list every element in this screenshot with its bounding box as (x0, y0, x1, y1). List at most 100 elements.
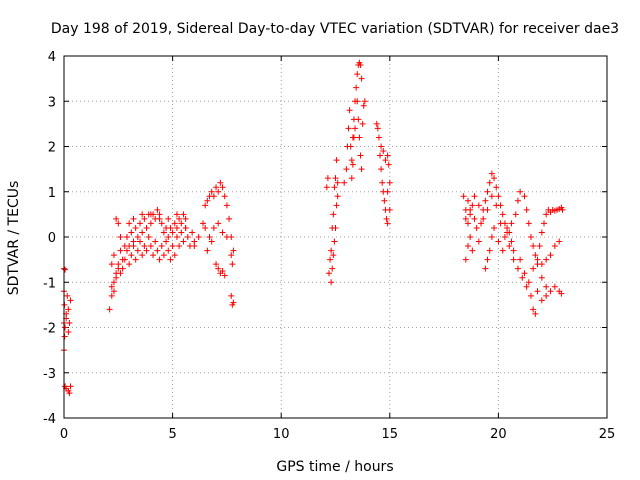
data-point (180, 238, 187, 245)
data-point (543, 256, 550, 263)
y-tick-label: 1 (48, 186, 56, 201)
grid-lines (64, 56, 607, 418)
data-point (373, 120, 380, 127)
data-point (379, 179, 386, 186)
data-point (510, 247, 517, 254)
data-point (66, 319, 73, 326)
plot-frame (63, 55, 608, 419)
data-point (471, 193, 478, 200)
data-point (176, 243, 183, 250)
data-point (178, 220, 185, 227)
data-point (176, 215, 183, 222)
data-point (330, 211, 337, 218)
data-point (378, 166, 385, 173)
data-point (139, 229, 146, 236)
data-point (200, 220, 207, 227)
data-point (195, 234, 202, 240)
data-point (541, 220, 548, 227)
data-point (352, 125, 359, 132)
data-point (165, 215, 172, 222)
data-point (178, 229, 185, 236)
data-point (121, 256, 128, 263)
y-tick-label: -2 (43, 322, 56, 337)
data-point (191, 243, 198, 250)
data-point (499, 211, 506, 218)
data-point (350, 134, 357, 141)
data-point (488, 170, 495, 177)
data-point (334, 193, 341, 200)
data-point (223, 202, 230, 209)
data-point (213, 184, 220, 191)
data-point (65, 306, 72, 313)
data-point (521, 193, 528, 200)
data-point (530, 306, 537, 313)
data-point (110, 252, 117, 259)
data-point (488, 234, 495, 240)
data-point (165, 247, 172, 254)
data-point (480, 215, 487, 222)
data-point (538, 229, 545, 236)
data-point (163, 238, 170, 245)
data-point (110, 288, 117, 295)
data-point (154, 247, 161, 254)
data-point (538, 297, 545, 304)
data-point (510, 256, 517, 263)
data-point (113, 215, 120, 222)
data-point (493, 184, 500, 191)
data-point (126, 261, 133, 268)
data-point (325, 270, 332, 277)
data-point (464, 243, 471, 250)
data-point (547, 288, 554, 295)
data-point (359, 120, 366, 127)
data-point (525, 220, 532, 227)
data-point (497, 220, 504, 227)
data-point (482, 265, 489, 272)
data-point (380, 148, 387, 155)
data-point (62, 324, 69, 331)
data-point (514, 265, 521, 272)
data-point (67, 297, 74, 304)
data-point (132, 256, 139, 263)
data-point (171, 220, 178, 227)
x-tick-label: 15 (382, 427, 399, 442)
data-point (334, 179, 341, 186)
data-point (495, 193, 502, 200)
data-point (527, 292, 534, 299)
data-point (543, 211, 550, 218)
data-point (361, 98, 368, 105)
x-tick-label: 25 (599, 427, 616, 442)
data-point (349, 161, 356, 168)
data-point (210, 193, 217, 200)
data-point (141, 243, 148, 250)
data-point (462, 215, 469, 222)
data-point (348, 175, 355, 182)
data-point (512, 211, 519, 218)
data-point (532, 310, 539, 317)
data-point (160, 229, 167, 236)
data-point (343, 166, 350, 173)
data-point (384, 188, 391, 195)
data-point (333, 202, 340, 209)
chart-title: Day 198 of 2019, Sidereal Day-to-day VTE… (51, 21, 619, 37)
data-point (173, 224, 180, 231)
data-point (108, 283, 115, 290)
data-point (357, 152, 364, 159)
x-tick-label: 20 (490, 427, 507, 442)
data-point (134, 234, 141, 240)
data-point (517, 188, 524, 195)
data-point (517, 256, 524, 263)
data-point (128, 229, 135, 236)
data-point (551, 283, 558, 290)
data-point (527, 234, 534, 240)
x-axis-label: GPS time / hours (276, 459, 393, 475)
data-point (519, 274, 526, 281)
data-point (221, 193, 228, 200)
data-point (523, 283, 530, 290)
data-point (493, 202, 500, 209)
data-point (210, 224, 217, 231)
data-point (158, 220, 165, 227)
data-point (504, 229, 511, 236)
data-point (139, 211, 146, 218)
data-point (484, 256, 491, 263)
data-point (377, 152, 384, 159)
